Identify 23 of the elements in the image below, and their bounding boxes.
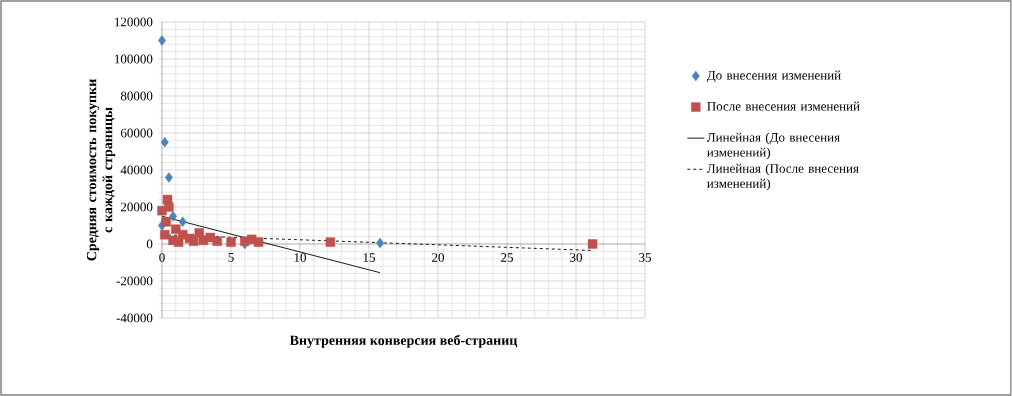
x-tick-label: 25	[501, 253, 513, 262]
y-tick-label: 40000	[120, 165, 153, 175]
x-tick-label: 0	[159, 253, 165, 262]
legend-label: После внесения изменений	[707, 101, 860, 111]
x-tick-label: 5	[228, 253, 234, 262]
x-tick-label: 10	[294, 253, 307, 262]
x-axis-title: Внутренняя конверсия веб-страниц	[289, 334, 518, 348]
y-tick-label: 120000	[115, 17, 153, 27]
y-tick-label: 60000	[120, 128, 153, 138]
x-tick-label: 20	[432, 253, 445, 262]
y-tick-label: 100000	[115, 54, 153, 64]
y-tick-label: 0	[146, 239, 153, 249]
x-tick-label: 30	[570, 253, 583, 262]
y-tick-label: -20000	[116, 276, 153, 286]
x-tick-label: 35	[639, 253, 651, 262]
legend-label: Линейная (После внесения изменений)	[706, 163, 859, 191]
legend-label: До внесения изменений	[706, 70, 841, 83]
y-tick-label: 80000	[120, 91, 153, 101]
legend-label: Линейная (До внесения изменений)	[706, 132, 840, 160]
y-tick-label: -40000	[116, 313, 153, 323]
x-tick-label: 15	[363, 253, 375, 262]
y-axis-title: Средняя стоимость покупки с каждой страницы	[86, 79, 116, 261]
y-tick-label: 20000	[120, 202, 153, 212]
